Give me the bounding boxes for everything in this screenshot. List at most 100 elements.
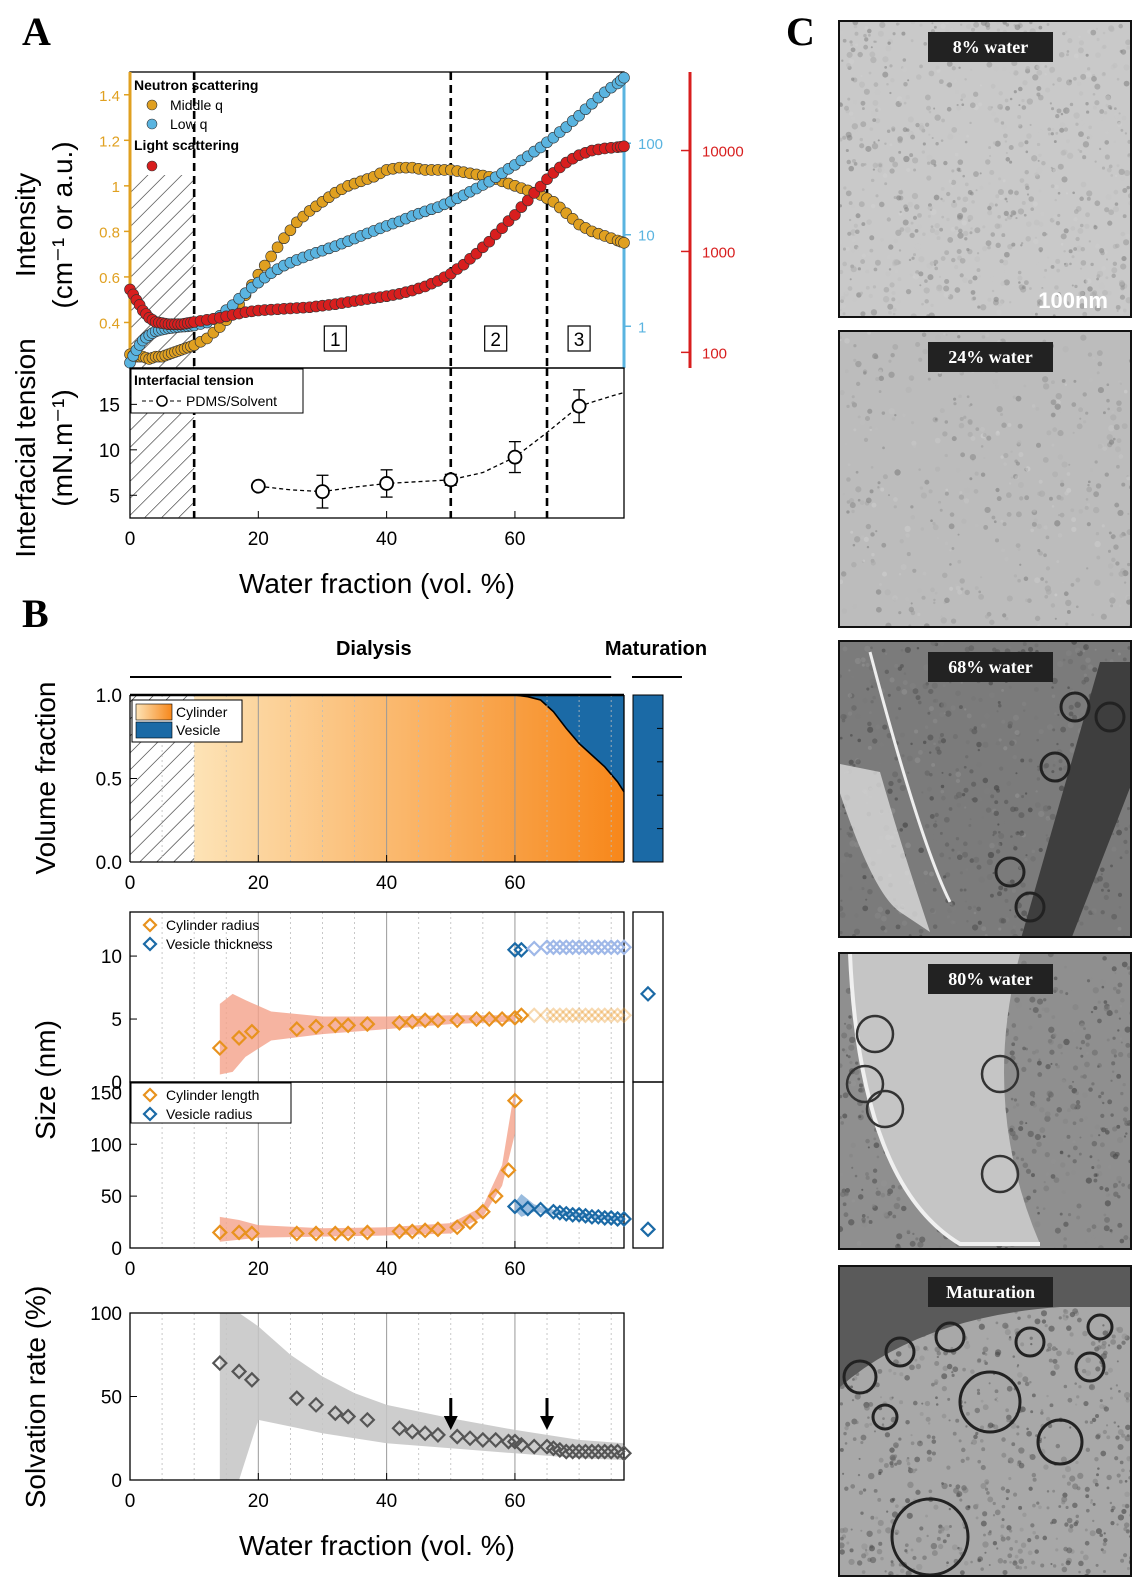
noise-speck: [849, 278, 852, 281]
noise-speck: [1031, 1393, 1036, 1398]
noise-speck: [1047, 954, 1054, 958]
noise-speck: [1061, 1496, 1068, 1503]
noise-speck: [1018, 141, 1024, 148]
noise-speck: [977, 1358, 982, 1363]
noise-speck: [1063, 127, 1069, 132]
noise-speck: [1034, 577, 1041, 584]
noise-speck: [906, 1512, 913, 1519]
noise-speck: [987, 105, 993, 111]
noise-speck: [951, 185, 954, 188]
noise-speck: [1087, 286, 1093, 292]
noise-speck: [919, 23, 923, 27]
noise-speck: [953, 397, 957, 401]
noise-speck: [941, 795, 946, 801]
noise-speck: [949, 904, 957, 911]
noise-speck: [863, 88, 870, 95]
noise-speck: [869, 1422, 873, 1426]
noise-speck: [1059, 989, 1064, 994]
noise-speck: [1080, 627, 1085, 628]
noise-speck: [940, 186, 945, 191]
legend-marker: [146, 160, 158, 172]
noise-speck: [1046, 23, 1050, 26]
noise-speck: [1098, 1245, 1104, 1248]
noise-speck: [1059, 1079, 1067, 1087]
noise-speck: [852, 763, 856, 768]
noise-speck: [1038, 336, 1041, 339]
noise-speck: [1102, 956, 1107, 961]
noise-speck: [973, 1434, 978, 1440]
noise-speck: [1050, 264, 1055, 269]
noise-speck: [1071, 517, 1077, 523]
noise-speck: [905, 842, 911, 849]
noise-speck: [936, 236, 941, 241]
noise-speck: [974, 936, 979, 938]
noise-speck: [930, 303, 934, 308]
noise-speck: [1050, 603, 1056, 608]
noise-speck: [1103, 882, 1110, 889]
noise-speck: [1119, 294, 1126, 300]
x-tick-label: 40: [376, 529, 397, 550]
noise-speck: [1125, 1398, 1130, 1403]
noise-speck: [943, 1525, 950, 1531]
noise-speck: [1008, 1337, 1012, 1341]
noise-speck: [1025, 66, 1031, 71]
noise-speck: [1056, 560, 1060, 564]
noise-speck: [934, 1360, 940, 1366]
noise-speck: [1126, 1456, 1130, 1462]
noise-speck: [955, 778, 961, 784]
noise-speck: [1082, 311, 1088, 316]
noise-speck: [861, 1217, 866, 1223]
legend-title: Neutron scattering: [134, 77, 258, 93]
noise-speck: [934, 820, 937, 823]
noise-speck: [863, 33, 867, 38]
noise-speck: [908, 1466, 911, 1470]
noise-speck: [1085, 71, 1092, 78]
noise-speck: [876, 1155, 880, 1159]
data-point: [558, 1443, 575, 1460]
noise-speck: [898, 189, 904, 195]
noise-speck: [886, 255, 891, 260]
noise-speck: [1067, 1213, 1072, 1217]
noise-speck: [995, 1396, 999, 1400]
noise-speck: [914, 818, 917, 821]
y-tick-label: 50: [101, 1388, 122, 1409]
noise-speck: [1056, 268, 1061, 273]
noise-speck: [1034, 1549, 1039, 1554]
noise-speck: [1094, 1482, 1099, 1487]
noise-speck: [927, 786, 932, 792]
noise-speck: [878, 1471, 882, 1476]
data-point: [577, 1443, 594, 1460]
noise-speck: [1123, 64, 1130, 71]
noise-speck: [1052, 317, 1058, 318]
noise-speck: [1005, 105, 1011, 111]
noise-speck: [1086, 190, 1093, 197]
x-axis-title: Water fraction (vol. %): [239, 1530, 515, 1561]
noise-speck: [989, 169, 995, 175]
noise-speck: [872, 99, 879, 106]
noise-speck: [862, 107, 865, 110]
noise-speck: [840, 912, 846, 918]
data-point: [577, 939, 594, 956]
noise-speck: [942, 684, 946, 688]
noise-speck: [922, 232, 926, 236]
noise-speck: [1117, 1443, 1124, 1451]
noise-speck: [1001, 1504, 1006, 1509]
noise-speck: [1046, 1490, 1050, 1493]
noise-speck: [1075, 245, 1083, 252]
noise-speck: [849, 840, 856, 847]
noise-speck: [887, 41, 891, 45]
noise-speck: [952, 734, 958, 740]
noise-speck: [966, 247, 970, 252]
noise-speck: [1079, 303, 1086, 309]
noise-speck: [946, 82, 953, 88]
noise-speck: [923, 287, 930, 294]
noise-speck: [902, 1211, 906, 1215]
noise-speck: [989, 1530, 992, 1533]
noise-speck: [1069, 687, 1073, 692]
noise-speck: [1061, 581, 1064, 584]
noise-speck: [1027, 1314, 1032, 1319]
noise-speck: [913, 168, 917, 172]
noise-speck: [868, 1402, 874, 1407]
noise-speck: [1090, 314, 1096, 316]
noise-speck: [1085, 102, 1089, 106]
